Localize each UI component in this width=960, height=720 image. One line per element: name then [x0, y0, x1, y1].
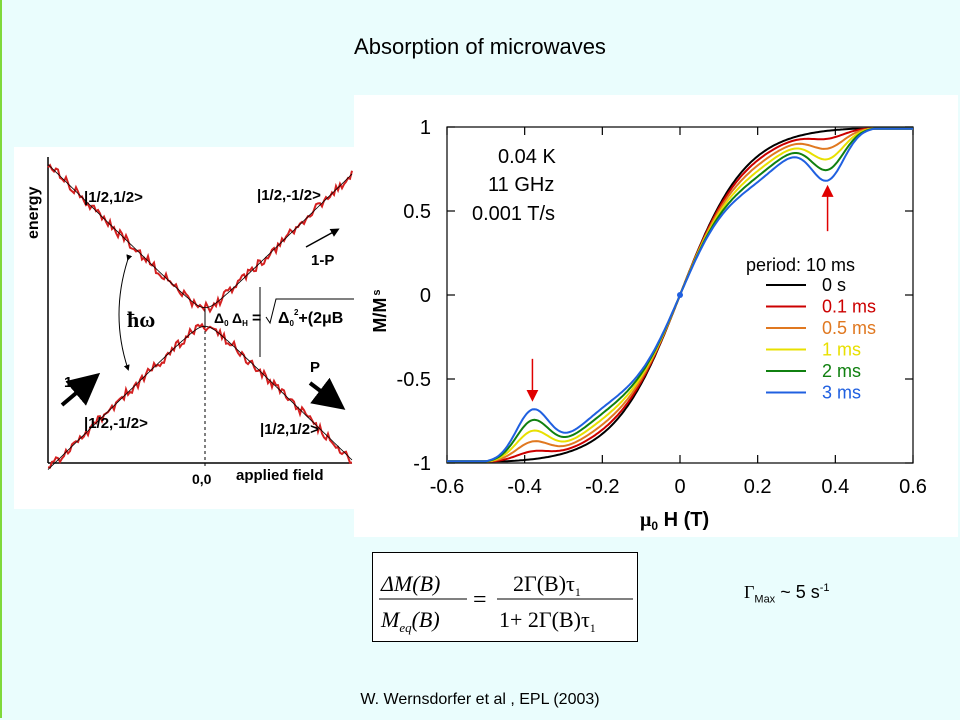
origin-point — [677, 292, 683, 298]
energy-diagram: energy applied field 0,0 |1/2,1/2> |1/2,… — [14, 147, 354, 509]
label-one-minus-p: 1-P — [311, 252, 334, 269]
magnetization-chart: -0.6 -0.4 -0.2 0 0.2 0.4 0.6 1 0.5 0 -0.5 -1 period… — [354, 95, 958, 537]
citation: W. Wernsdorfer et al , EPL (2003) — [0, 691, 960, 709]
energy-y-label: energy — [25, 186, 42, 239]
relaxation-formula-box: ΔM(B) Meq(B) = 2Γ(B)τ1 1+ 2Γ(B)τ1 — [372, 552, 638, 642]
state-top-left: |1/2,1/2> — [84, 189, 143, 206]
legend-label: 0.5 ms — [822, 318, 876, 338]
y-axis-label: M/Ms — [370, 289, 390, 332]
legend-label: 0.1 ms — [822, 297, 876, 317]
deltaH-label: ΔH — [232, 310, 248, 328]
y-tick-label: -1 — [413, 453, 431, 475]
svg-text:ΔM(B): ΔM(B) — [380, 571, 440, 596]
gamma-max-label: ΓMax ~ 5 s-1 — [744, 582, 830, 606]
energy-diagram-panel: energy applied field 0,0 |1/2,1/2> |1/2,… — [14, 147, 354, 509]
legend: period: 10 ms0 s0.1 ms0.5 ms1 ms2 ms3 ms — [746, 255, 876, 403]
x-tick-label: 0.2 — [744, 476, 772, 498]
x-axis-label: μ0 H (T) — [640, 509, 709, 533]
lower-energy-level — [48, 324, 352, 467]
label-p: P — [310, 359, 320, 376]
state-bottom-right: |1/2,1/2> — [260, 421, 319, 438]
upper-energy-level-center — [48, 164, 352, 307]
label-one: 1 — [64, 374, 72, 391]
svg-text:M/Ms: M/Ms — [370, 289, 390, 332]
x-tick-label: -0.6 — [430, 476, 464, 498]
x-tick-label: -0.4 — [507, 476, 541, 498]
legend-label: 3 ms — [822, 383, 861, 403]
legend-label: 2 ms — [822, 361, 861, 381]
y-tick-label: 0 — [420, 285, 431, 307]
origin-label: 0,0 — [192, 471, 212, 487]
lower-energy-level-center — [48, 326, 352, 469]
legend-title: period: 10 ms — [746, 255, 855, 275]
annotation-frequency: 11 GHz — [488, 174, 554, 196]
svg-text:1+ 2Γ(B)τ1: 1+ 2Γ(B)τ1 — [499, 607, 596, 635]
x-axis-label: applied field — [236, 467, 324, 484]
annotation-sweep-rate: 0.001 T/s — [472, 203, 555, 225]
delta0-label: Δ0 — [214, 310, 229, 328]
hbar-omega-label: ħω — [127, 307, 155, 332]
legend-label: 1 ms — [822, 340, 861, 360]
gap-formula: = — [252, 310, 261, 327]
state-bottom-left: |1/2,-1/2> — [84, 415, 148, 432]
y-tick-label: 0.5 — [403, 201, 431, 223]
legend-label: 0 s — [822, 275, 846, 295]
magnetization-chart-panel: -0.6 -0.4 -0.2 0 0.2 0.4 0.6 1 0.5 0 -0.5 -1 period… — [354, 95, 958, 537]
svg-text:Meq(B): Meq(B) — [380, 607, 440, 635]
state-top-right: |1/2,-1/2> — [257, 187, 321, 204]
x-tick-label: -0.2 — [585, 476, 619, 498]
arrow-p — [310, 383, 339, 405]
x-tick-label: 0.4 — [821, 476, 849, 498]
relaxation-formula: ΔM(B) Meq(B) = 2Γ(B)τ1 1+ 2Γ(B)τ1 — [373, 553, 639, 643]
y-tick-label: -0.5 — [397, 369, 431, 391]
x-tick-label: 0 — [674, 476, 685, 498]
annotation-temperature: 0.04 K — [498, 146, 556, 168]
arrow-one-minus-p — [306, 230, 337, 247]
y-tick-label: 1 — [420, 117, 431, 139]
x-tick-label: 0.6 — [899, 476, 927, 498]
svg-text:=: = — [473, 587, 487, 613]
svg-text:2Γ(B)τ1: 2Γ(B)τ1 — [513, 571, 581, 599]
gap-formula-rest: Δ02+(2μB — [278, 308, 343, 328]
slide-title: Absorption of microwaves — [0, 34, 960, 60]
